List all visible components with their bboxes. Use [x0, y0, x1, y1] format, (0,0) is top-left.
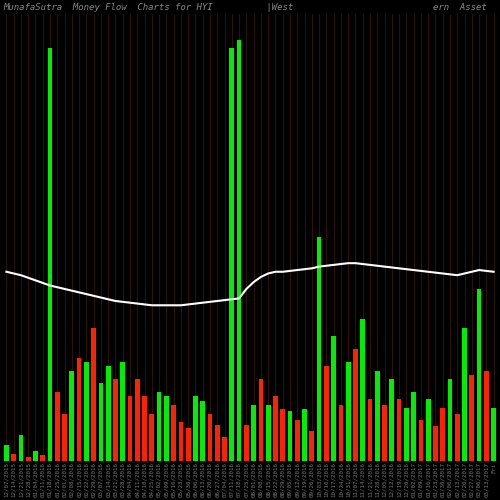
Bar: [215, 424, 220, 461]
Bar: [120, 362, 125, 461]
Bar: [411, 392, 416, 461]
Bar: [295, 420, 300, 461]
Text: MunafaSutra  Money Flow  Charts for HYI          |West                          : MunafaSutra Money Flow Charts for HYI |W…: [3, 3, 486, 12]
Bar: [455, 414, 460, 461]
Bar: [470, 375, 474, 461]
Bar: [390, 379, 394, 461]
Bar: [135, 379, 140, 461]
Bar: [77, 358, 82, 461]
Bar: [368, 399, 372, 461]
Bar: [353, 349, 358, 461]
Bar: [106, 366, 110, 461]
Bar: [332, 336, 336, 461]
Bar: [288, 411, 292, 461]
Bar: [84, 362, 89, 461]
Bar: [172, 405, 176, 461]
Bar: [92, 328, 96, 461]
Bar: [12, 454, 16, 461]
Bar: [346, 362, 350, 461]
Bar: [128, 396, 132, 461]
Bar: [324, 366, 328, 461]
Bar: [273, 396, 278, 461]
Bar: [156, 392, 162, 461]
Bar: [448, 379, 452, 461]
Bar: [178, 422, 184, 461]
Bar: [230, 48, 234, 461]
Bar: [200, 400, 205, 461]
Bar: [462, 328, 467, 461]
Bar: [280, 410, 285, 461]
Bar: [440, 408, 445, 461]
Bar: [208, 414, 212, 461]
Bar: [62, 414, 67, 461]
Bar: [98, 384, 103, 461]
Bar: [404, 408, 408, 461]
Bar: [418, 420, 423, 461]
Bar: [142, 396, 147, 461]
Bar: [338, 405, 344, 461]
Bar: [48, 48, 52, 461]
Bar: [484, 370, 488, 461]
Bar: [55, 392, 60, 461]
Bar: [4, 446, 9, 461]
Bar: [222, 437, 227, 461]
Bar: [186, 428, 190, 461]
Bar: [266, 405, 270, 461]
Bar: [33, 450, 38, 461]
Bar: [70, 370, 74, 461]
Bar: [244, 424, 248, 461]
Bar: [236, 40, 242, 461]
Bar: [433, 426, 438, 461]
Bar: [18, 435, 24, 461]
Bar: [310, 431, 314, 461]
Bar: [426, 399, 430, 461]
Bar: [476, 289, 482, 461]
Bar: [252, 405, 256, 461]
Bar: [316, 238, 322, 461]
Bar: [258, 379, 264, 461]
Bar: [302, 410, 307, 461]
Bar: [360, 319, 365, 461]
Bar: [26, 456, 30, 461]
Bar: [164, 396, 168, 461]
Bar: [193, 396, 198, 461]
Bar: [382, 405, 387, 461]
Bar: [375, 370, 380, 461]
Bar: [113, 379, 118, 461]
Bar: [40, 455, 45, 461]
Bar: [150, 414, 154, 461]
Bar: [396, 399, 402, 461]
Bar: [491, 408, 496, 461]
